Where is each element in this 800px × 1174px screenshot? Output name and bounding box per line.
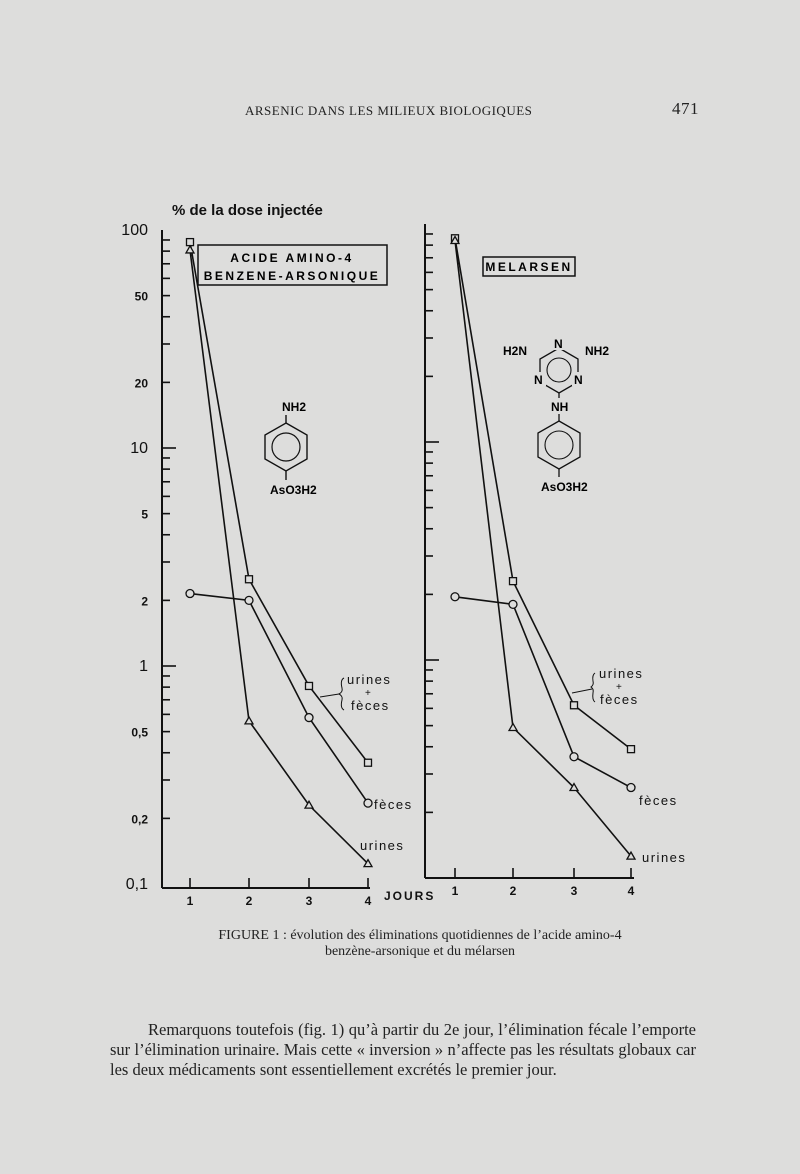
- caption-line-1: FIGURE 1 : évolution des éliminations qu…: [218, 928, 622, 943]
- y-tick-label: 20: [135, 376, 149, 390]
- data-point-triangle: [184, 244, 196, 254]
- data-point-circle: [508, 599, 518, 610]
- data-point-circle: [304, 712, 314, 723]
- data-point-circle: [626, 782, 636, 793]
- data-point-triangle: [507, 722, 519, 732]
- x-axis-title: JOURS: [384, 889, 435, 903]
- data-point-triangle: [568, 782, 580, 792]
- structure-n: N: [554, 337, 563, 351]
- data-point-square: [569, 701, 579, 710]
- data-point-circle: [569, 752, 579, 762]
- data-point-square: [508, 576, 518, 586]
- label-total-urines: urines: [347, 672, 391, 687]
- y-tick-label: 100: [121, 222, 148, 239]
- label-feces: fèces: [374, 797, 413, 812]
- x-tick-label: 4: [628, 884, 635, 898]
- data-point-triangle: [362, 858, 374, 868]
- data-point-circle: [185, 588, 195, 599]
- label-total-plus: +: [616, 682, 623, 693]
- series-line-square: [189, 241, 369, 764]
- series-line-square: [454, 238, 632, 750]
- label-total-feces: fèces: [600, 692, 639, 707]
- structure-aso3h2: AsO3H2: [270, 483, 317, 497]
- structure-nh2: NH2: [585, 344, 609, 358]
- left-panel-title: ACIDE AMINO-4 BENZENE-ARSONIQUE: [197, 244, 388, 286]
- data-point-square: [363, 758, 373, 767]
- x-tick-label: 3: [571, 884, 578, 898]
- y-tick-label: 50: [135, 290, 149, 304]
- series-line-triangle: [454, 240, 632, 857]
- structure-n: N: [574, 373, 583, 387]
- x-tick-label: 2: [510, 884, 517, 898]
- x-tick-label: 2: [246, 894, 253, 908]
- data-point-triangle: [449, 235, 461, 245]
- x-tick-label: 1: [452, 884, 459, 898]
- data-point-square: [185, 237, 195, 247]
- structure-h2n: H2N: [503, 344, 527, 358]
- label-total-feces: fèces: [351, 698, 390, 713]
- y-tick-label: 10: [130, 440, 148, 457]
- page-number: 471: [672, 99, 699, 118]
- right-panel-title: MELARSEN: [482, 256, 576, 277]
- label-total-plus: +: [365, 688, 372, 699]
- series-line-circle: [189, 592, 369, 804]
- left-title-line1: ACIDE AMINO-4: [230, 251, 353, 265]
- running-head: ARSENIC DANS LES MILIEUX BIOLOGIQUES: [245, 103, 533, 118]
- caption-line-2: benzène-arsonique et du mélarsen: [324, 944, 516, 959]
- figure-caption: FIGURE 1 : évolution des éliminations qu…: [160, 928, 680, 960]
- data-point-circle: [363, 798, 373, 808]
- data-point-triangle: [303, 799, 315, 809]
- data-point-circle: [244, 595, 254, 606]
- y-tick-label: 5: [141, 508, 148, 522]
- y-tick-label: 0,1: [126, 876, 148, 893]
- data-point-triangle: [243, 715, 255, 725]
- y-tick-label: 0,5: [131, 726, 148, 740]
- data-point-circle: [450, 592, 460, 602]
- label-feces: fèces: [639, 793, 678, 808]
- aminobenzene-arsonic-structure: NH2 AsO3H2: [264, 400, 317, 497]
- body-paragraph: Remarquons toutefois (fig. 1) qu’à parti…: [110, 1020, 696, 1079]
- series-line-triangle: [189, 249, 369, 865]
- label-urines: urines: [360, 838, 404, 853]
- data-point-square: [244, 575, 254, 584]
- melarsen-structure: N N N H2N NH2 NH AsO3H2: [503, 336, 609, 494]
- left-title-line2: BENZENE-ARSONIQUE: [204, 269, 381, 283]
- x-tick-label: 1: [187, 894, 194, 908]
- data-point-square: [304, 681, 314, 691]
- y-tick-label: 1: [139, 658, 148, 675]
- data-point-triangle: [625, 850, 637, 860]
- structure-nh: NH: [551, 400, 568, 414]
- structure-nh2: NH2: [282, 400, 306, 414]
- label-total-urines: urines: [599, 666, 643, 681]
- y-tick-label: 0,2: [131, 812, 148, 826]
- structure-aso3h2: AsO3H2: [541, 480, 588, 494]
- x-tick-label: 3: [306, 894, 313, 908]
- y-axis-title: % de la dose injectée: [172, 202, 323, 219]
- x-tick-label: 4: [365, 894, 372, 908]
- y-tick-label: 2: [141, 594, 148, 608]
- right-title: MELARSEN: [485, 260, 572, 274]
- series-line-circle: [454, 595, 632, 789]
- label-urines: urines: [642, 850, 686, 865]
- data-point-square: [626, 744, 636, 754]
- structure-n: N: [534, 373, 543, 387]
